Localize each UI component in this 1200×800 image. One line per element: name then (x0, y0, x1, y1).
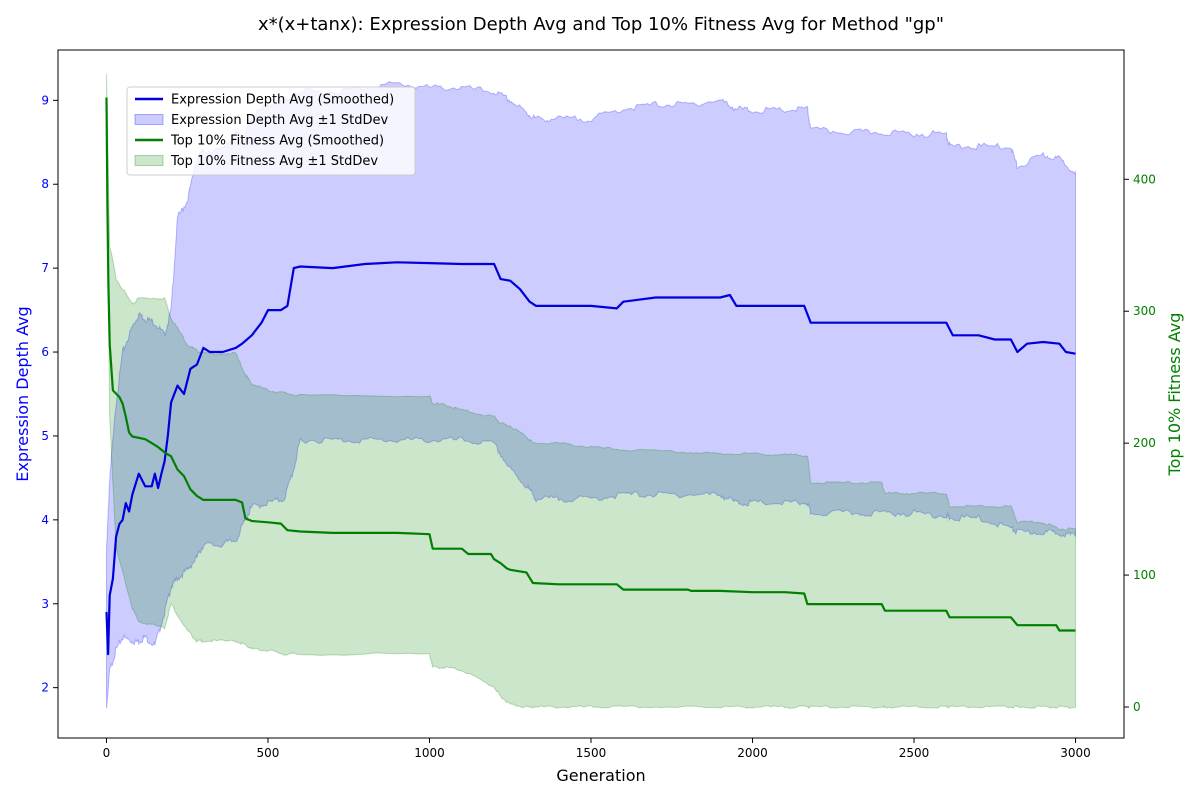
x-axis-label: Generation (556, 766, 645, 785)
legend-box (126, 86, 416, 176)
legend-label: Top 10% Fitness Avg (Smoothed) (170, 134, 384, 149)
right-tick-label: 100 (1133, 568, 1156, 582)
left-tick-label: 7 (41, 261, 49, 275)
legend-label: Expression Depth Avg (Smoothed) (171, 93, 394, 108)
fitness-smoothed-line (105, 97, 1076, 632)
depth-smoothed-line (105, 261, 1076, 656)
x-tick-label: 500 (257, 746, 280, 760)
left-tick-label: 5 (41, 429, 49, 443)
right-tick-label: 200 (1133, 436, 1156, 450)
x-tick-label: 1000 (414, 746, 445, 760)
x-tick-label: 2000 (737, 746, 768, 760)
legend-label: Expression Depth Avg ±1 StdDev (171, 113, 389, 128)
line-layer (105, 97, 1076, 656)
x-tick-label: 2500 (899, 746, 930, 760)
legend-band-swatch (134, 155, 164, 166)
left-tick-label: 3 (41, 597, 49, 611)
right-tick-label: 0 (1133, 700, 1141, 714)
left-axis-label: Expression Depth Avg (13, 306, 32, 481)
right-tick-label: 300 (1133, 304, 1156, 318)
legend: Expression Depth Avg (Smoothed) Expressio… (126, 86, 416, 176)
left-tick-label: 8 (41, 177, 49, 191)
left-axis-ticks: 2 3 4 5 6 7 8 9 (41, 93, 58, 695)
x-tick-label: 0 (103, 746, 111, 760)
x-axis-ticks: 0 500 1000 1500 2000 2500 3000 (103, 738, 1091, 760)
x-tick-label: 1500 (576, 746, 607, 760)
right-axis-label: Top 10% Fitness Avg (1165, 313, 1184, 477)
chart-title: x*(x+tanx): Expression Depth Avg and Top… (258, 14, 944, 35)
left-tick-label: 2 (41, 681, 49, 695)
left-tick-label: 6 (41, 345, 49, 359)
left-tick-label: 9 (41, 93, 49, 107)
x-tick-label: 3000 (1060, 746, 1091, 760)
fitness-stddev-band (106, 73, 1076, 710)
left-tick-label: 4 (41, 513, 49, 527)
right-axis-ticks: 0 100 200 300 400 (1124, 172, 1156, 714)
legend-band-swatch (134, 114, 164, 125)
legend-label: Top 10% Fitness Avg ±1 StdDev (170, 154, 378, 169)
right-tick-label: 400 (1133, 172, 1156, 186)
